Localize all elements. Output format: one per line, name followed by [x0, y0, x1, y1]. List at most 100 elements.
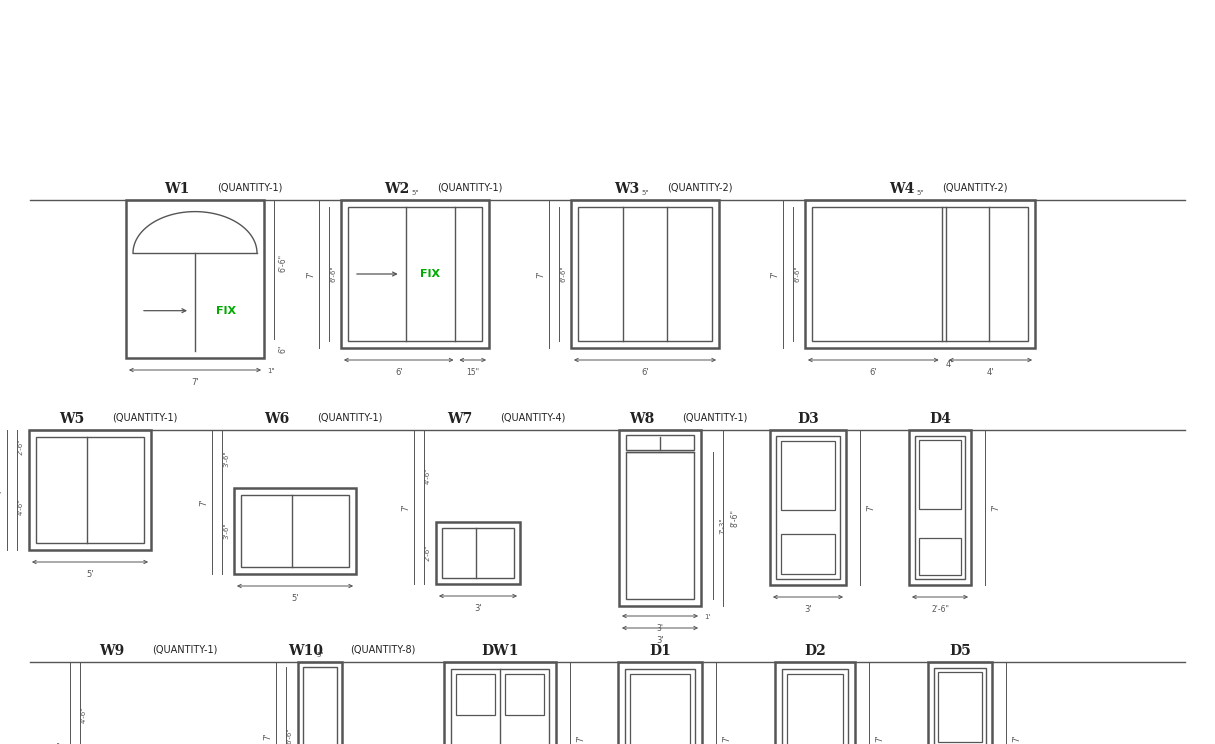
Text: FIX: FIX [420, 269, 441, 279]
Bar [775, 662, 855, 744]
Bar [505, 674, 544, 716]
Bar [36, 437, 145, 543]
Text: W8: W8 [629, 412, 655, 426]
Bar [442, 528, 514, 578]
Bar [571, 200, 719, 348]
Text: 2'-6": 2'-6" [931, 605, 949, 614]
Text: (QUANTITY-1): (QUANTITY-1) [682, 412, 747, 422]
Text: (QUANTITY-8): (QUANTITY-8) [350, 644, 416, 654]
Text: (QUANTITY-4): (QUANTITY-4) [501, 412, 565, 422]
Bar [782, 669, 848, 744]
Text: D5: D5 [949, 644, 971, 658]
Bar [631, 674, 690, 744]
Bar [909, 430, 971, 585]
Bar [451, 669, 549, 744]
Text: W5: W5 [60, 412, 85, 426]
Bar [626, 452, 694, 599]
Text: 2'-6": 2'-6" [18, 439, 24, 455]
Text: 6'-6": 6'-6" [330, 266, 337, 282]
Text: W10: W10 [288, 644, 323, 658]
Text: 1': 1' [703, 614, 711, 620]
Text: 7': 7' [0, 486, 4, 494]
Text: 3': 3' [656, 624, 663, 633]
Bar [626, 435, 694, 450]
Text: 7': 7' [1012, 734, 1021, 742]
Text: W4: W4 [889, 182, 915, 196]
Text: 3': 3' [656, 636, 663, 645]
Text: (QUANTITY-2): (QUANTITY-2) [942, 182, 1007, 192]
Bar [618, 662, 702, 744]
Bar [934, 668, 987, 744]
Bar [298, 662, 341, 744]
Text: W7: W7 [447, 412, 473, 426]
Bar [234, 488, 356, 574]
Bar [436, 522, 520, 584]
Text: 7'-3": 7'-3" [719, 517, 725, 533]
Text: 7': 7' [537, 270, 546, 278]
Text: 4': 4' [945, 360, 953, 369]
Text: W3: W3 [615, 182, 639, 196]
Text: 2'-6": 2'-6" [425, 545, 431, 561]
Text: 1": 1" [267, 368, 275, 374]
Text: 7': 7' [57, 740, 67, 744]
Bar [443, 662, 556, 744]
Bar [938, 672, 982, 742]
Text: D2: D2 [804, 644, 826, 658]
Bar [915, 436, 965, 579]
Text: 7': 7' [199, 498, 209, 506]
Text: 6': 6' [870, 368, 877, 377]
Text: 5": 5" [916, 190, 923, 196]
Text: 6'-6": 6'-6" [793, 266, 799, 282]
Bar [578, 207, 712, 341]
Text: 5": 5" [316, 652, 323, 658]
Text: 7': 7' [875, 734, 885, 742]
Text: (QUANTITY-1): (QUANTITY-1) [437, 182, 502, 192]
Text: 5': 5' [86, 570, 94, 579]
Bar [781, 534, 835, 574]
Bar [126, 200, 264, 358]
Text: 7': 7' [991, 504, 1000, 511]
Bar [347, 207, 482, 341]
Bar [625, 669, 695, 744]
Text: (QUANTITY-1): (QUANTITY-1) [317, 412, 383, 422]
Text: 4'-6": 4'-6" [18, 498, 24, 515]
Text: W6: W6 [265, 412, 289, 426]
Text: 6'-6": 6'-6" [287, 728, 293, 744]
Text: 6'-6": 6'-6" [560, 266, 566, 282]
Bar [456, 674, 495, 716]
Bar [303, 667, 337, 744]
Bar [919, 538, 961, 575]
Bar [241, 495, 349, 567]
Text: (QUANTITY-1): (QUANTITY-1) [112, 412, 177, 422]
Text: (QUANTITY-1): (QUANTITY-1) [217, 182, 282, 192]
Bar [770, 430, 846, 585]
Text: 3': 3' [804, 605, 812, 614]
Text: 6': 6' [395, 368, 402, 377]
Text: DW1: DW1 [481, 644, 519, 658]
Text: 6'-6": 6'-6" [278, 254, 287, 272]
Text: 3'-6": 3'-6" [224, 451, 228, 467]
Text: 7': 7' [401, 503, 411, 511]
Text: 5': 5' [292, 594, 299, 603]
Bar [919, 440, 961, 509]
Text: 5": 5" [642, 190, 649, 196]
Text: 4'-6": 4'-6" [81, 707, 87, 723]
Bar [29, 430, 151, 550]
Text: 7': 7' [722, 734, 731, 742]
Bar [618, 430, 701, 606]
Text: 6": 6" [278, 344, 287, 353]
Text: 7': 7' [191, 378, 199, 387]
Text: W9: W9 [100, 644, 125, 658]
Text: D1: D1 [649, 644, 671, 658]
Text: FIX: FIX [216, 306, 236, 315]
Text: 3'-6": 3'-6" [224, 523, 228, 539]
Text: 7': 7' [306, 270, 316, 278]
Text: 4': 4' [987, 368, 994, 377]
Text: 7': 7' [866, 504, 875, 511]
Text: D3: D3 [797, 412, 819, 426]
Bar [341, 200, 488, 348]
Text: W1: W1 [164, 182, 190, 196]
Bar [812, 207, 1028, 341]
Text: W2: W2 [384, 182, 409, 196]
Text: 15": 15" [467, 368, 479, 377]
